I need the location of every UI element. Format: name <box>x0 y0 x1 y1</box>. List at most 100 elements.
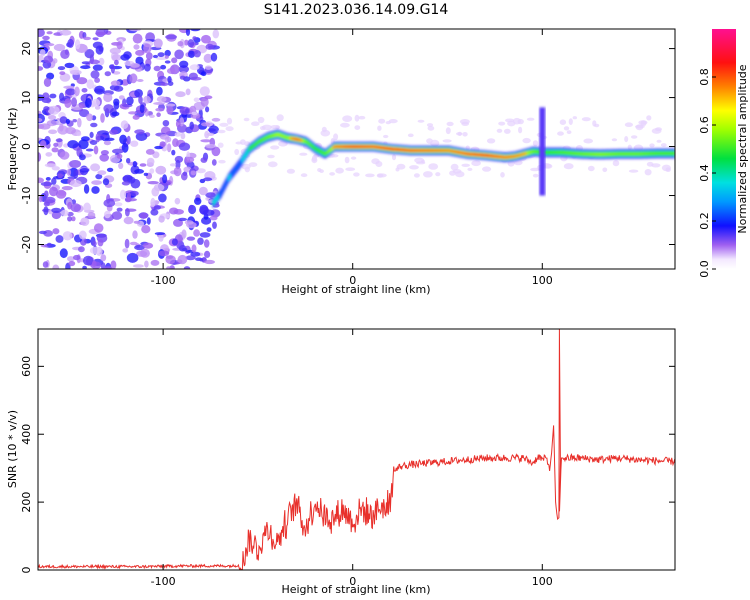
heatmap-halo-blob <box>471 160 481 167</box>
heatmap-halo-blob <box>335 167 344 174</box>
heatmap-halo-blob <box>426 123 434 127</box>
heatmap-noise-blob <box>51 210 62 220</box>
heatmap-halo-blob <box>377 173 387 178</box>
heatmap-noise-blob <box>205 144 216 149</box>
heatmap-ridge-cell <box>614 152 617 156</box>
heatmap-noise-blob <box>74 39 81 50</box>
heatmap-halo-blob <box>644 169 652 176</box>
heatmap-ridge-cell <box>385 147 388 150</box>
heatmap-noise-blob <box>59 29 72 36</box>
heatmap-ridge-cell <box>458 151 460 154</box>
heatmap-ridge-cell <box>658 151 661 156</box>
heatmap-noise-blob <box>95 173 103 180</box>
heatmap-ridge-cell <box>467 152 470 156</box>
heatmap-noise-blob <box>191 244 197 253</box>
heatmap-noise-blob <box>43 206 49 216</box>
heatmap-ridge-cell <box>558 150 561 155</box>
heatmap-ridge-cell <box>529 150 532 155</box>
heatmap-ridge-cell <box>665 151 668 156</box>
heatmap-noise-blob <box>129 241 138 246</box>
heatmap-ridge-cell <box>470 153 473 156</box>
heatmap-halo-blob <box>655 127 662 132</box>
heatmap-noise-blob <box>151 187 160 197</box>
heatmap-ridge-cell <box>494 155 497 158</box>
heatmap-ridge-cell <box>314 146 316 151</box>
heatmap-halo-blob <box>572 116 577 120</box>
heatmap-noise-blob <box>184 220 194 225</box>
heatmap-ridge-cell <box>535 149 538 154</box>
heatmap-halo-blob <box>459 119 470 125</box>
heatmap-ridge-cell <box>637 152 639 156</box>
heatmap-ridge-cell <box>371 145 374 148</box>
heatmap-ridge-cell <box>600 152 603 157</box>
heatmap-noise-blob <box>89 131 94 138</box>
heatmap-ridge-cell <box>273 133 275 138</box>
heatmap-noise-blob <box>92 37 99 41</box>
heatmap-noise-blob <box>114 59 119 66</box>
heatmap-noise-blob <box>57 190 67 196</box>
heatmap-noise-blob <box>40 181 53 187</box>
heatmap-ridge-cell <box>518 153 521 157</box>
heatmap-ridge-cell <box>508 155 511 159</box>
heatmap-noise-blob <box>140 212 148 219</box>
heatmap-noise-blob <box>158 233 164 242</box>
heatmap-noise-blob <box>202 209 215 216</box>
snr-x-label: Height of straight line (km) <box>281 583 430 596</box>
heatmap-ridge-cell <box>546 150 548 155</box>
heatmap-noise-blob <box>55 138 63 143</box>
heatmap-halo-blob <box>449 170 456 176</box>
heatmap-halo-blob <box>300 173 308 178</box>
heatmap-ridge-cell <box>315 147 318 152</box>
heatmap-noise-blob <box>61 186 73 191</box>
heatmap-noise-blob <box>110 80 121 86</box>
heatmap-noise-blob <box>181 229 187 239</box>
heatmap-noise-blob <box>69 160 82 168</box>
heatmap-noise-blob <box>93 145 99 155</box>
heatmap-noise-blob <box>169 163 177 167</box>
heatmap-noise-blob <box>145 52 153 60</box>
heatmap-noise-blob <box>144 260 149 268</box>
heatmap-noise-blob <box>177 41 184 47</box>
heatmap-ridge-cell <box>341 145 344 148</box>
heatmap-ridge-cell <box>647 151 650 156</box>
heatmap-ridge-cell <box>226 177 228 185</box>
heatmap-ridge-cell <box>500 155 503 159</box>
heatmap-ridge-cell <box>624 152 627 156</box>
heatmap-ridge-cell <box>612 152 615 156</box>
heatmap-noise-blob <box>126 96 134 106</box>
heatmap-ridge-cell <box>347 145 350 148</box>
heatmap-ridge-cell <box>468 152 471 156</box>
heatmap-halo-blob <box>428 163 439 170</box>
heatmap-noise-blob <box>184 156 195 163</box>
heatmap-ridge-cell <box>376 145 379 149</box>
heatmap-noise-blob <box>155 165 167 175</box>
heatmap-noise-blob <box>100 113 105 123</box>
heatmap-ridge-cell <box>659 151 662 156</box>
heatmap-noise-blob <box>53 142 59 147</box>
heatmap-ridge-cell <box>345 145 348 148</box>
heatmap-ridge-cell <box>568 151 571 155</box>
heatmap-ridge-cell <box>656 151 659 156</box>
heatmap-halo-blob <box>612 160 620 167</box>
colorbar-tick-label: 0.4 <box>698 164 711 182</box>
heatmap-noise-blob <box>204 250 211 258</box>
heatmap-halo-blob <box>321 126 327 133</box>
heatmap-noise-blob <box>164 49 171 57</box>
heatmap-noise-blob <box>132 230 138 239</box>
heatmap-ridge-cell <box>232 168 234 177</box>
heatmap-noise-blob <box>60 49 70 59</box>
heatmap-ridge-cell <box>473 153 476 156</box>
heatmap-halo-blob <box>219 122 229 127</box>
heatmap-halo-blob <box>226 117 233 125</box>
heatmap-noise-blob <box>110 64 115 74</box>
heatmap-noise-blob <box>127 176 136 184</box>
heatmap-ridge-cell <box>450 149 453 153</box>
heatmap-noise-blob <box>193 97 200 103</box>
heatmap-noise-blob <box>147 181 159 185</box>
heatmap-ridge-cell <box>567 151 570 155</box>
heatmap-ridge-cell <box>353 145 356 148</box>
heatmap-halo-blob <box>445 127 451 135</box>
heatmap-ridge-cell <box>493 155 495 158</box>
heatmap-ridge-cell <box>611 152 614 156</box>
heatmap-noise-blob <box>154 232 166 236</box>
